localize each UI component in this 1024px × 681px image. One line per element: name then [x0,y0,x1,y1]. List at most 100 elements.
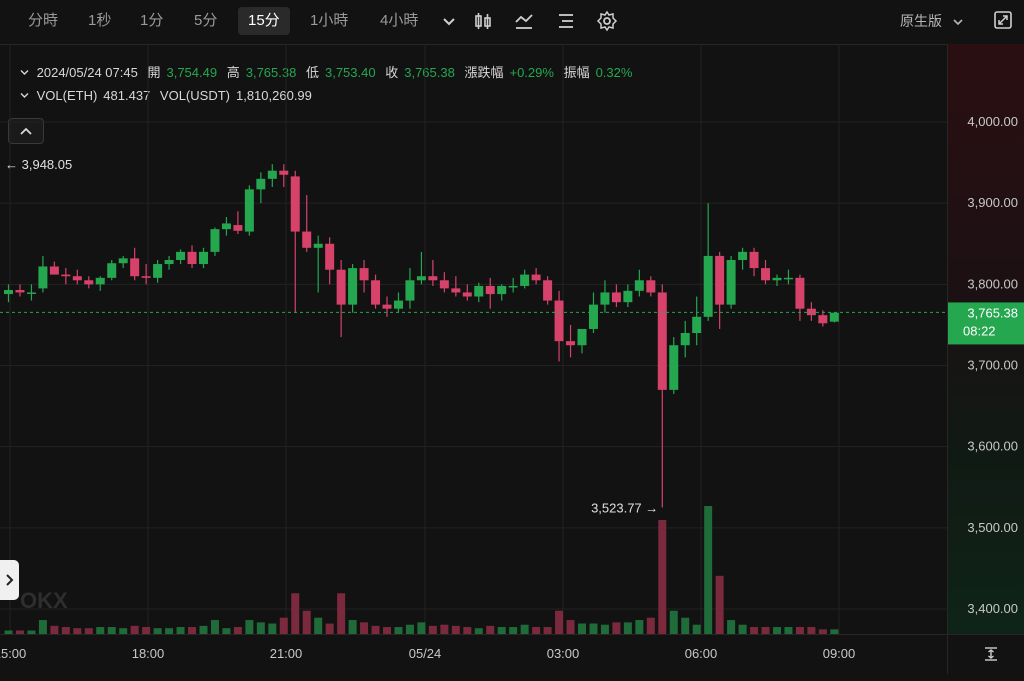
amplitude-label: 振幅 [563,65,590,80]
countdown-label: 08:22 [963,323,996,338]
volume-bar [176,627,185,634]
candlestick-icon[interactable] [472,10,494,32]
volume-bar [555,610,564,634]
vol-eth-value: 481.437 [103,88,151,103]
volume-bar [761,627,770,634]
volume-bar [646,617,655,634]
volume-bar [371,625,380,634]
volume-bar [715,575,724,634]
volume-bar [486,625,495,634]
y-tick-label: 3,600.00 [967,439,1018,454]
gear-icon[interactable] [596,10,618,32]
volume-bar [165,628,174,634]
volume-bar [279,617,288,634]
chevron-down-icon[interactable] [438,10,460,32]
volume-bar [119,628,128,634]
indicator-icon[interactable] [513,10,535,32]
collapse-volume-icon[interactable] [20,91,29,100]
volume-bar [61,627,70,634]
volume-bar [38,620,47,634]
x-tick-label: 21:00 [270,646,303,661]
x-tick-label: 06:00 [685,646,718,661]
candle-body [692,316,702,334]
candle-body [405,280,415,301]
tab-timeframe-2[interactable]: 1分 [140,12,164,29]
candle-body [829,312,839,322]
tab-timeframe-1[interactable]: 1秒 [88,12,112,29]
volume-bar [784,627,793,634]
volume-bar [325,623,334,634]
fullscreen-icon[interactable] [993,10,1013,30]
volume-bar [360,622,369,634]
reset-scale-icon[interactable] [983,646,999,662]
candle-body [153,264,163,278]
volume-bar [463,627,472,634]
last-price-tag [948,302,1024,345]
candle-body [393,300,403,309]
tab-timeframe-4[interactable]: 15分 [238,7,290,35]
tab-timeframe-3[interactable]: 5分 [194,12,218,29]
candle-body [61,274,71,277]
ohlc-info-row: 2024/05/24 07:45 開 3,754.49 高 3,765.38 低 3,… [20,62,638,81]
settings-list-icon[interactable] [555,10,577,32]
volume-bar [245,620,254,634]
candle-body [290,176,300,232]
volume-bar [210,620,219,634]
x-tick-label: 05/24 [409,646,442,661]
candle-body [623,290,633,303]
y-tick-label: 3,700.00 [967,358,1018,373]
volume-bar [314,617,323,634]
volume-bar [188,627,197,634]
x-tick-label: 15:00 [0,646,26,661]
candle-body [577,328,587,346]
price-axis-divider [947,44,948,674]
version-label: 原生版 [900,13,942,29]
change-label: 漲跌幅 [464,65,504,80]
version-selector[interactable]: 原生版 [900,7,964,35]
candle-body [611,292,621,303]
volume-bar [497,627,506,634]
low-label: 低 [305,65,319,80]
candle-body [451,288,461,293]
volume-bar [543,627,552,634]
collapse-info-icon[interactable] [20,68,29,77]
volume-bar [578,623,586,634]
volume-bar [107,627,116,634]
tab-timeframe-5[interactable]: 1小時 [310,12,349,29]
volume-bar [440,624,449,634]
tab-timeframe-0[interactable]: 分時 [28,12,59,29]
y-tick-label: 4,000.00 [967,114,1018,129]
volume-bar [153,628,162,634]
candle-body [325,243,335,270]
volume-bar [635,620,644,634]
candle-body [680,333,690,346]
candle-body [348,268,358,305]
x-tick-label: 03:00 [547,646,580,661]
candle-body [267,170,277,179]
amplitude-value: 0.32% [595,65,633,80]
volume-bar [233,627,242,634]
candle-body [416,276,426,281]
volume-bar [658,519,667,634]
volume-bar [474,628,483,634]
volume-bar [27,630,36,634]
volume-bar [738,624,747,634]
candle-body [497,285,507,295]
candle-body [795,277,805,309]
x-tick-label: 09:00 [823,646,856,661]
time-axis-divider [0,634,1024,635]
volume-bar [532,627,541,634]
expand-sidebar-button[interactable] [0,560,19,600]
low-marker-label: 3,523.77 → [591,501,658,516]
candle-body [244,189,254,232]
tab-timeframe-6[interactable]: 4小時 [380,12,419,29]
candle-body [508,285,518,288]
candle-body [761,268,771,281]
candle-body [485,285,495,295]
volume-bar [50,625,59,634]
volume-bar [84,628,93,634]
volume-bar [222,628,231,634]
y-tick-label: 3,500.00 [967,520,1018,535]
candle-body [118,258,128,264]
